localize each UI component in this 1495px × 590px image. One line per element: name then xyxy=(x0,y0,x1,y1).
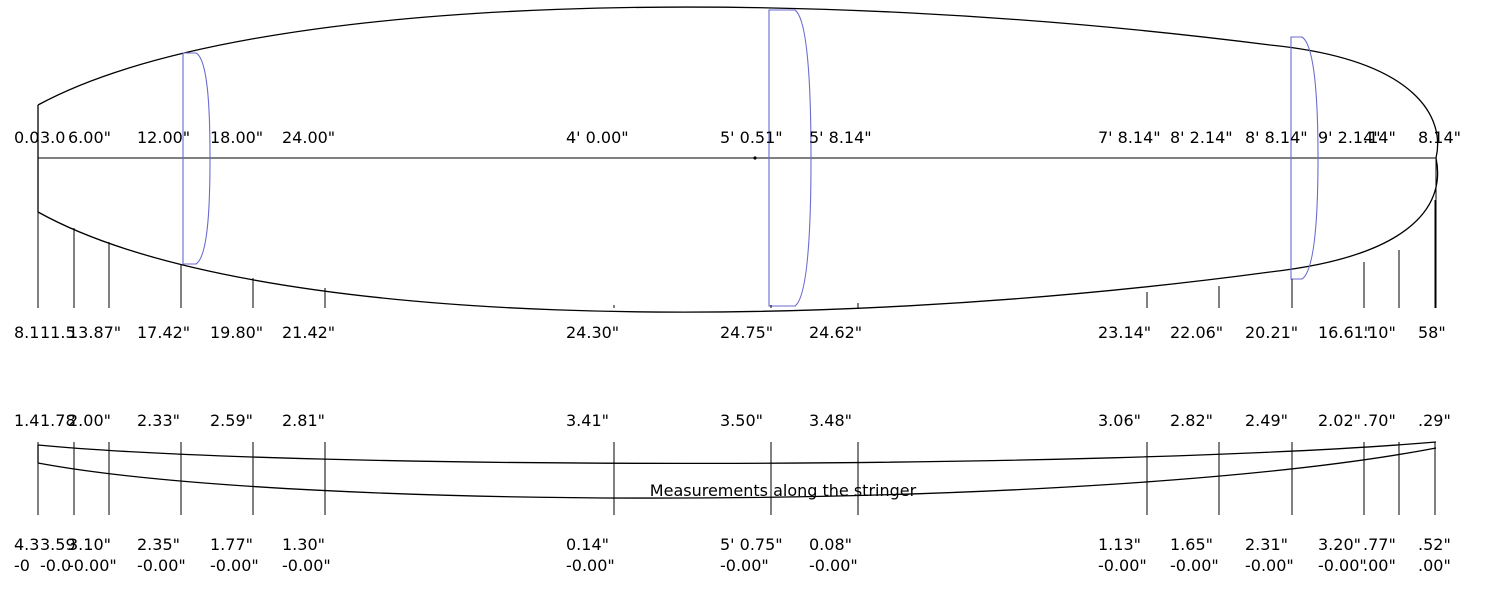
station-rocker-label: 3.20" xyxy=(1318,535,1361,554)
station-position-label: .14" xyxy=(1363,128,1396,147)
station-width-label: 58" xyxy=(1418,323,1446,342)
station-rocker-offset-label: -0.00" xyxy=(1318,556,1367,575)
station-position-label: 12.00" xyxy=(137,128,190,147)
station-width-label: 16.61" xyxy=(1318,323,1371,342)
station-rocker-offset-label: -0.00" xyxy=(809,556,858,575)
station-rocker-offset-label: .00" xyxy=(1363,556,1396,575)
station-width-label: 8.1 xyxy=(14,323,39,342)
station-rocker-offset-label: -0.00" xyxy=(210,556,259,575)
station-rocker-label: 1.65" xyxy=(1170,535,1213,554)
station-thickness-label: 3.48" xyxy=(809,411,852,430)
station-rocker-offset-label: .00" xyxy=(1418,556,1451,575)
station-rocker-label: 0.08" xyxy=(809,535,852,554)
station-rocker-offset-label: -0.00" xyxy=(566,556,615,575)
board-outline-top xyxy=(37,6,1439,159)
station-rocker-label: 4.3 xyxy=(14,535,39,554)
station-rocker-offset-label: -0.00" xyxy=(1098,556,1147,575)
station-width-label: 11.5 xyxy=(40,323,76,342)
station-rocker-offset-label: -0.0 xyxy=(40,556,71,575)
station-thickness-label: 3.50" xyxy=(720,411,763,430)
station-rocker-offset-label: -0.00" xyxy=(720,556,769,575)
station-thickness-label: 1.78 xyxy=(40,411,76,430)
station-rocker-offset-label: -0.00" xyxy=(1245,556,1294,575)
station-thickness-label: 2.02" xyxy=(1318,411,1361,430)
station-rocker-label: 3.10" xyxy=(68,535,111,554)
station-position-label: 7' 8.14" xyxy=(1098,128,1161,147)
station-thickness-label: 2.33" xyxy=(137,411,180,430)
station-thickness-label: .29" xyxy=(1418,411,1451,430)
station-rocker-offset-label: -0 xyxy=(14,556,30,575)
board-outline-bottom xyxy=(37,157,1439,313)
station-width-label: 24.75" xyxy=(720,323,773,342)
station-position-label: 24.00" xyxy=(282,128,335,147)
station-thickness-label: 2.00" xyxy=(68,411,111,430)
station-position-label: 9' 2.14" xyxy=(1318,128,1381,147)
station-rocker-offset-label: -0.00" xyxy=(68,556,117,575)
station-width-label: 13.87" xyxy=(68,323,121,342)
station-rocker-label: 2.31" xyxy=(1245,535,1288,554)
station-position-label: 5' 8.14" xyxy=(809,128,872,147)
station-position-label: 5' 0.51" xyxy=(720,128,783,147)
station-width-label: 17.42" xyxy=(137,323,190,342)
station-width-label: 24.62" xyxy=(809,323,862,342)
station-rocker-label: 1.13" xyxy=(1098,535,1141,554)
station-rocker-offset-label: -0.00" xyxy=(137,556,186,575)
station-rocker-label: .77" xyxy=(1363,535,1396,554)
rocker-caption: Measurements along the stringer xyxy=(650,481,917,500)
rocker-top xyxy=(37,441,1437,465)
station-width-label: .10" xyxy=(1363,323,1396,342)
cross-section-center xyxy=(768,9,812,307)
station-width-label: 21.42" xyxy=(282,323,335,342)
cross-section-tail xyxy=(182,52,211,265)
station-position-label: 6.00" xyxy=(68,128,111,147)
station-position-label: 8' 8.14" xyxy=(1245,128,1308,147)
station-position-label: 0.0 xyxy=(14,128,39,147)
station-rocker-label: .52" xyxy=(1418,535,1451,554)
station-thickness-label: 2.81" xyxy=(282,411,325,430)
station-width-label: 22.06" xyxy=(1170,323,1223,342)
station-position-label: 18.00" xyxy=(210,128,263,147)
measurement-labels: 0.0 8.1 1.4 4.3 -0 3.0 11.5 1.78 3.59 -0.0 6.00" 13… xyxy=(14,128,1461,575)
plan-station-ticks xyxy=(37,158,1437,308)
station-position-label: 8' 2.14" xyxy=(1170,128,1233,147)
station-rocker-offset-label: -0.00" xyxy=(1170,556,1219,575)
station-rocker-label: 1.30" xyxy=(282,535,325,554)
station-position-label: 4' 0.00" xyxy=(566,128,629,147)
station-thickness-label: .70" xyxy=(1363,411,1396,430)
center-point xyxy=(753,156,757,160)
station-rocker-label: 3.59 xyxy=(40,535,76,554)
station-thickness-label: 3.41" xyxy=(566,411,609,430)
station-thickness-label: 2.82" xyxy=(1170,411,1213,430)
station-rocker-label: 5' 0.75" xyxy=(720,535,783,554)
station-thickness-label: 3.06" xyxy=(1098,411,1141,430)
station-thickness-label: 2.59" xyxy=(210,411,253,430)
station-rocker-label: 1.77" xyxy=(210,535,253,554)
station-width-label: 20.21" xyxy=(1245,323,1298,342)
station-width-label: 24.30" xyxy=(566,323,619,342)
station-thickness-label: 1.4 xyxy=(14,411,39,430)
station-rocker-label: 0.14" xyxy=(566,535,609,554)
station-position-label: 3.0 xyxy=(40,128,65,147)
station-rocker-label: 2.35" xyxy=(137,535,180,554)
station-width-label: 23.14" xyxy=(1098,323,1151,342)
station-width-label: 19.80" xyxy=(210,323,263,342)
rocker-bottom xyxy=(37,447,1437,499)
station-rocker-offset-label: -0.00" xyxy=(282,556,331,575)
station-thickness-label: 2.49" xyxy=(1245,411,1288,430)
station-position-label: 8.14" xyxy=(1418,128,1461,147)
rocker-station-ticks xyxy=(37,442,1436,515)
cross-section-nose xyxy=(1290,36,1319,280)
